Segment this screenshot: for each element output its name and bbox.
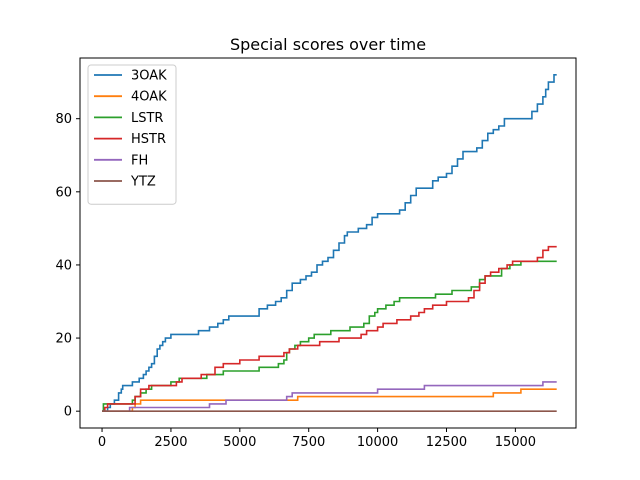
y-tick-label: 0	[64, 405, 72, 420]
axes-frame	[79, 57, 577, 429]
legend: 3OAK 4OAK LSTR HSTR FH YTZ	[87, 64, 177, 205]
x-axis: 0 2500 5000 7500 10000 12500 15000	[98, 428, 536, 450]
legend-label-lstr: LSTR	[131, 111, 163, 126]
series-line-3oak	[102, 74, 557, 412]
y-tick-label: 60	[55, 185, 72, 200]
legend-label-3oak: 3OAK	[131, 69, 167, 84]
series-line-hstr	[102, 245, 557, 412]
y-tick-label: 40	[55, 258, 72, 273]
chart-title: Special scores over time	[230, 35, 426, 54]
legend-label-hstr: HSTR	[131, 132, 166, 147]
x-tick-label: 5000	[223, 435, 256, 450]
x-tick-label: 15000	[495, 435, 536, 450]
legend-label-ytz: YTZ	[130, 175, 156, 190]
y-tick-label: 80	[55, 112, 72, 127]
y-tick-label: 20	[55, 332, 72, 347]
series-line-fh	[102, 381, 557, 412]
legend-box	[87, 64, 177, 205]
x-tick-label: 7500	[292, 435, 325, 450]
x-tick-label: 2500	[154, 435, 187, 450]
plot-lines	[102, 74, 557, 412]
legend-label-4oak: 4OAK	[131, 90, 167, 105]
x-tick-label: 0	[98, 435, 106, 450]
x-tick-label: 12500	[426, 435, 467, 450]
y-axis: 0 20 40 60 80	[55, 112, 80, 420]
x-tick-label: 10000	[357, 435, 398, 450]
legend-label-fh: FH	[131, 153, 148, 168]
